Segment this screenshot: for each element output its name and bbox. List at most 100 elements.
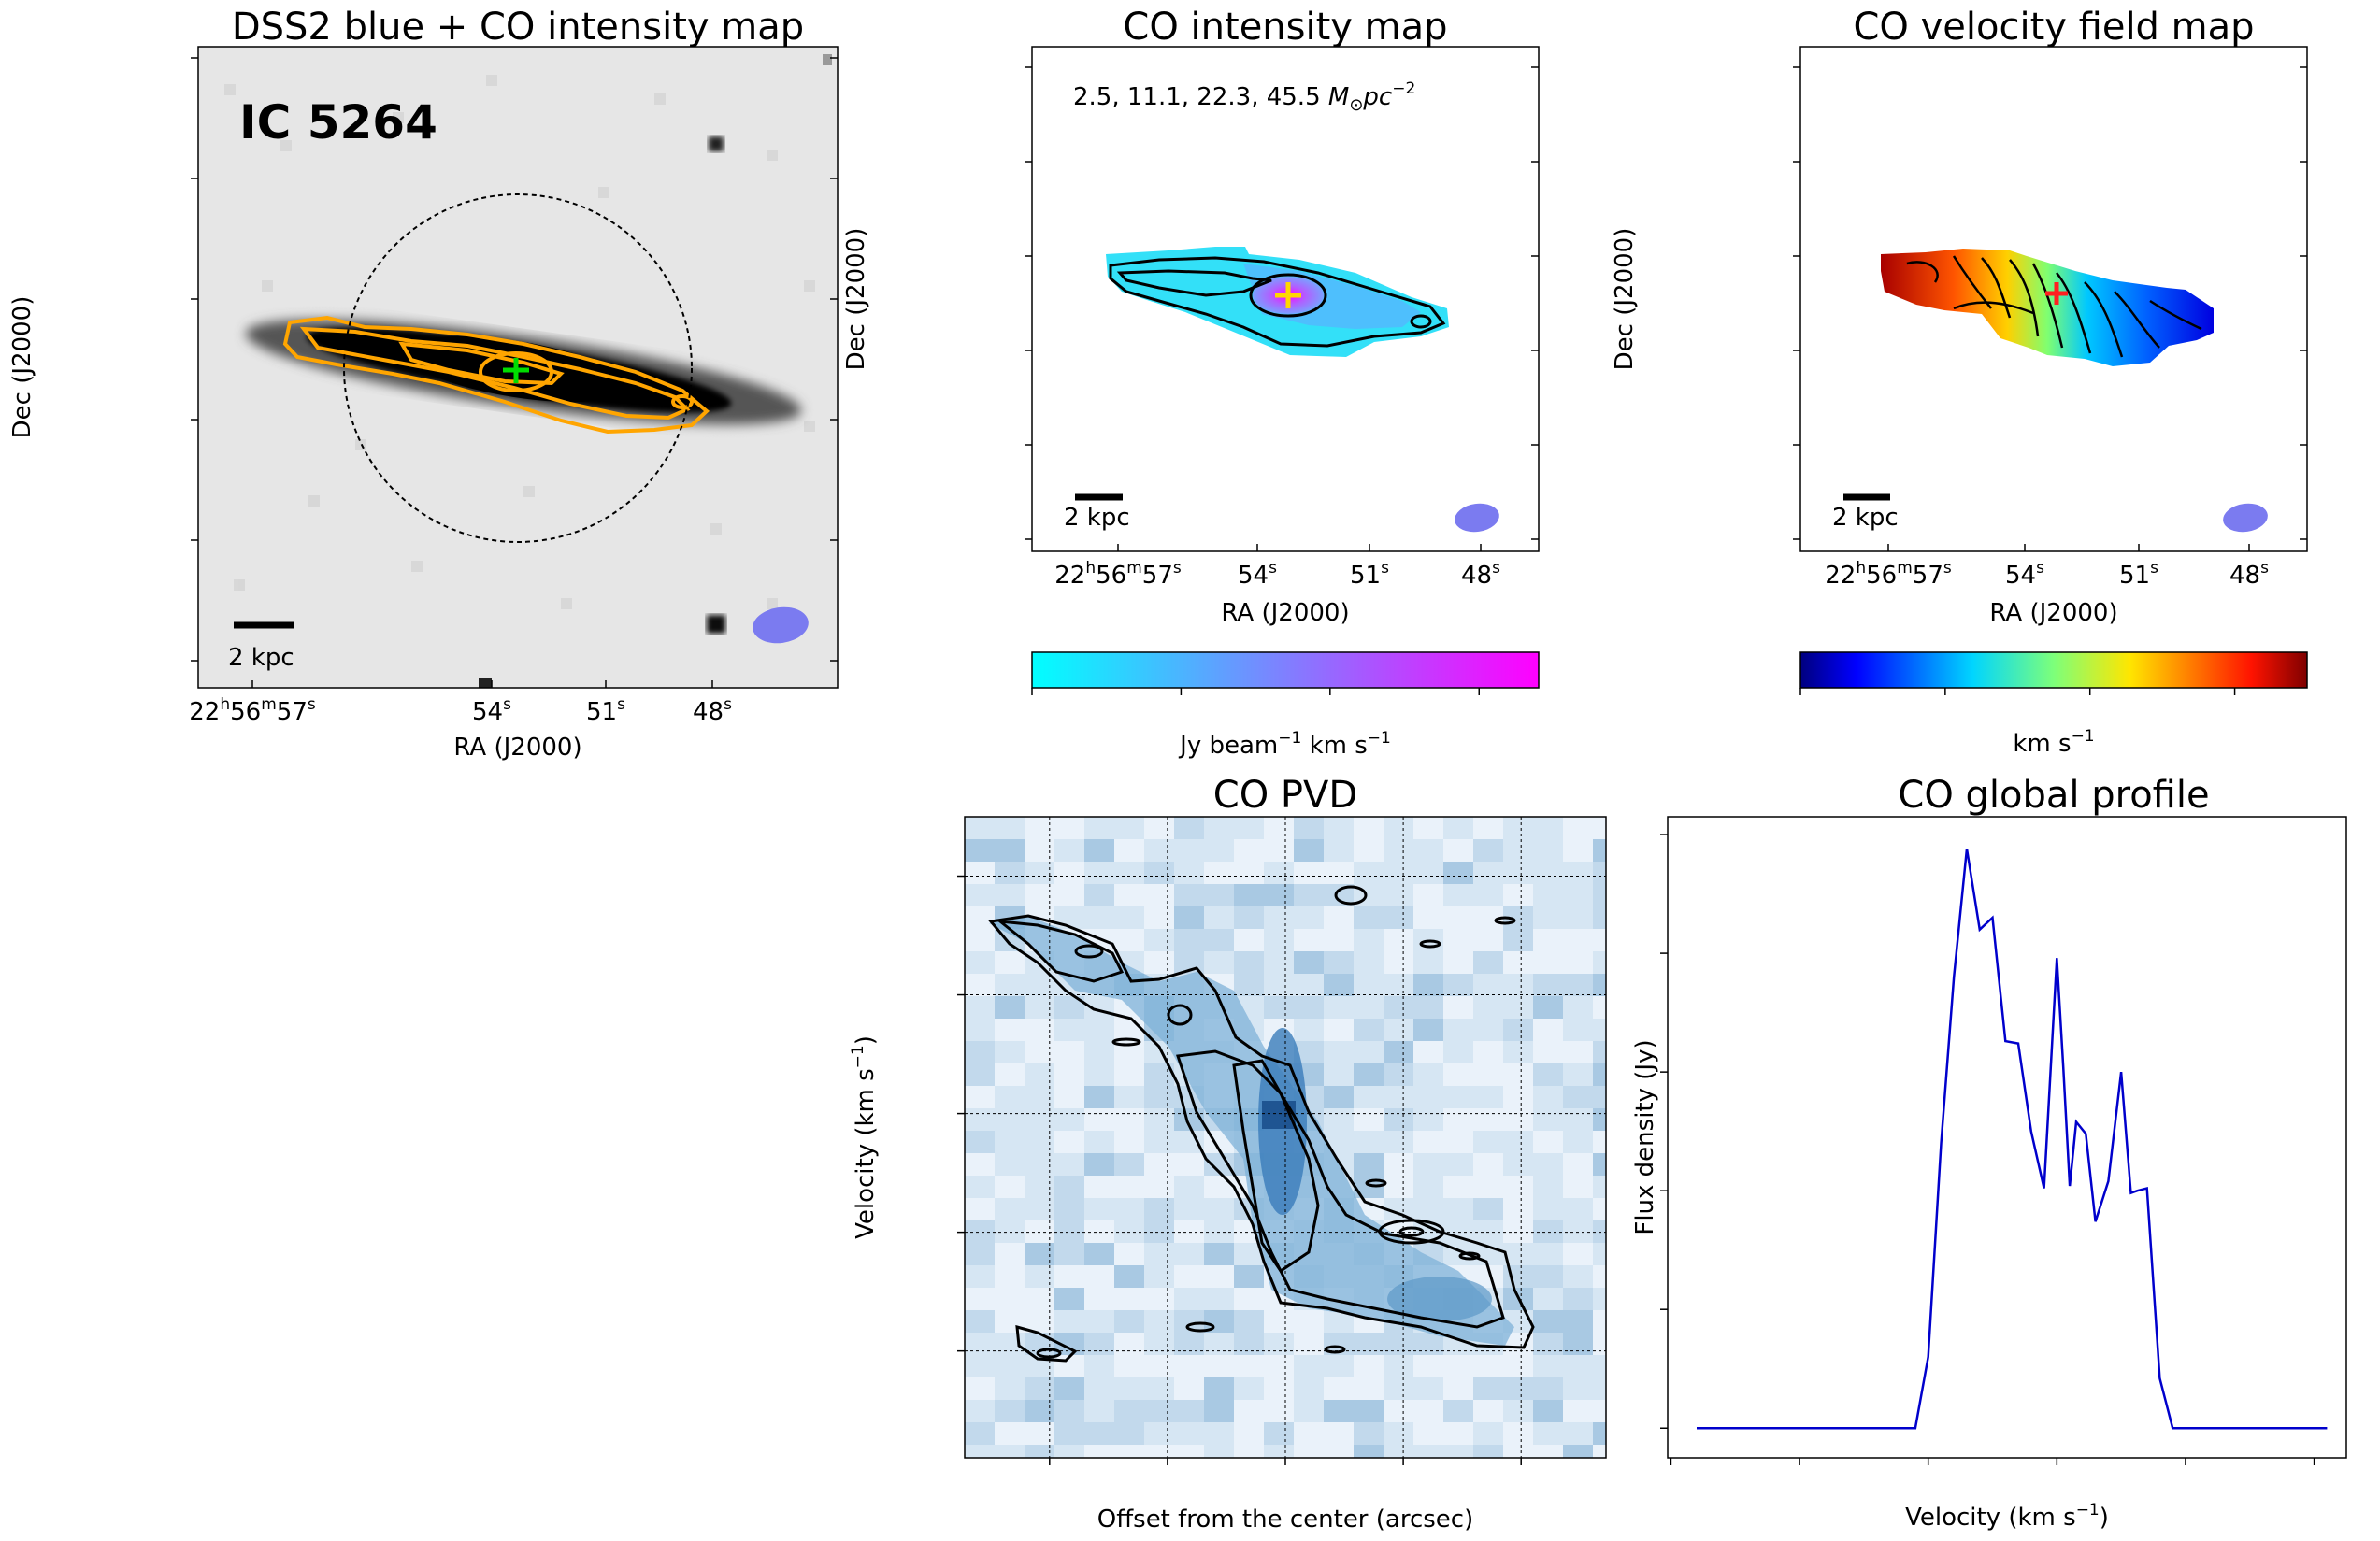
- pvd-pixel: [995, 817, 1025, 839]
- pvd-pixel: [1294, 884, 1324, 906]
- pvd-pixel: [1473, 1153, 1503, 1176]
- pvd-pixel: [1084, 1086, 1114, 1108]
- pvd-pixel: [1503, 1422, 1533, 1445]
- pvd-pixel: [1443, 929, 1473, 951]
- pvd-pixel: [1473, 1355, 1503, 1377]
- pvd-pixel: [1084, 1153, 1114, 1176]
- pvd-pixel: [1384, 1176, 1413, 1198]
- pvd-pixel: [1264, 1310, 1294, 1333]
- pvd-pixel: [1264, 974, 1294, 996]
- pvd-pixel: [1473, 1086, 1503, 1108]
- pvd-pixel: [1503, 1445, 1533, 1458]
- pvd-pixel: [1473, 1400, 1503, 1422]
- pvd-pixel: [995, 1220, 1025, 1243]
- pvd-pixel: [1294, 906, 1324, 929]
- pvd-pixel: [1114, 1108, 1144, 1131]
- pvd-pixel: [1054, 1243, 1084, 1265]
- pvd-pixel: [1443, 862, 1473, 884]
- pvd-pixel: [1084, 1131, 1114, 1153]
- pvd-pixel: [1533, 1288, 1563, 1310]
- panel5-title: CO global profile: [1898, 774, 2209, 817]
- pvd-pixel: [1144, 862, 1174, 884]
- pvd-pixel: [1533, 1063, 1563, 1086]
- pvd-pixel: [1593, 884, 1606, 906]
- pvd-pixel: [1473, 929, 1503, 951]
- panel1-beam: [753, 606, 809, 644]
- panel5-xlabel: Velocity (km s−1): [1905, 1501, 2109, 1532]
- pvd-pixel: [1054, 1131, 1084, 1153]
- pvd-pixel: [1174, 1265, 1204, 1288]
- pvd-pixel: [1443, 1063, 1473, 1086]
- pvd-pixel: [1204, 951, 1234, 974]
- panel2-x-ticks: 22h56m57s 54s 51s 48s: [1054, 544, 1500, 590]
- pvd-pixel: [1324, 1400, 1354, 1422]
- panel2-intensity-map: 2 kpc: [1064, 247, 1499, 533]
- panel2-y-ticks: [1025, 66, 1539, 540]
- panel3-center-marker: [2045, 282, 2068, 305]
- pvd-pixel: [1593, 906, 1606, 929]
- pvd-pixel: [1144, 839, 1174, 862]
- pvd-pixel: [1114, 862, 1144, 884]
- pvd-pixel: [1503, 1086, 1533, 1108]
- pvd-pixel: [1234, 1333, 1264, 1355]
- pvd-pixel: [1234, 929, 1264, 951]
- pvd-pixel: [1084, 1377, 1114, 1400]
- pvd-pixel: [1443, 906, 1473, 929]
- pvd-pixel: [1533, 1377, 1563, 1400]
- pvd-pixel: [1443, 951, 1473, 974]
- pvd-pixel: [1384, 1063, 1413, 1086]
- pvd-pixel: [1114, 1333, 1144, 1355]
- x-tick-label: 22h56m57s: [189, 695, 316, 726]
- pvd-pixel: [1354, 1131, 1384, 1153]
- pvd-pixel: [1563, 1377, 1593, 1400]
- pvd-pixel: [1084, 1108, 1114, 1131]
- pvd-pixel: [1443, 1108, 1473, 1131]
- pvd-pixel: [1054, 1019, 1084, 1041]
- pvd-pixel: [1533, 974, 1563, 996]
- pvd-pixel: [1054, 1041, 1084, 1063]
- pvd-pixel: [1204, 929, 1234, 951]
- pvd-pixel: [1084, 1400, 1114, 1422]
- pvd-pixel: [1413, 906, 1443, 929]
- pvd-pixel: [1084, 1063, 1114, 1086]
- pvd-pixel: [1234, 1265, 1264, 1288]
- pvd-pixel: [1294, 1310, 1324, 1333]
- pvd-pixel: [1264, 817, 1294, 839]
- pvd-pixel: [995, 1153, 1025, 1176]
- pvd-pixel: [1473, 951, 1503, 974]
- pvd-pixel: [1533, 1310, 1563, 1333]
- pvd-pixel: [1174, 1153, 1204, 1176]
- pvd-pixel: [1443, 1041, 1473, 1063]
- pvd-pixel: [1443, 1153, 1473, 1176]
- pvd-pixel: [1593, 1176, 1606, 1198]
- pvd-pixel: [1563, 1108, 1593, 1131]
- x-tick-label: 54s: [2005, 559, 2044, 590]
- pvd-pixel: [1563, 1445, 1593, 1458]
- pvd-pixel: [1413, 974, 1443, 996]
- pvd-pixel: [1384, 1333, 1413, 1355]
- pvd-pixel: [1473, 1063, 1503, 1086]
- pvd-pixel: [1593, 1063, 1606, 1086]
- pvd-pixel: [1563, 1019, 1593, 1041]
- pvd-pixel: [1593, 1220, 1606, 1243]
- pvd-pixel: [1593, 996, 1606, 1019]
- pvd-pixel: [1533, 1198, 1563, 1220]
- pvd-pixel: [965, 817, 995, 839]
- pvd-pixel: [1413, 1041, 1443, 1063]
- pvd-pixel: [1084, 1198, 1114, 1220]
- pvd-pixel: [1593, 1310, 1606, 1333]
- pvd-pixel: [1593, 1019, 1606, 1041]
- pvd-pixel: [1234, 884, 1264, 906]
- pvd-pixel: [1144, 817, 1174, 839]
- pvd-pixel: [1084, 839, 1114, 862]
- panel-co-intensity: CO intensity map 2 kpc 2.5, 11.1, 22.3, …: [842, 6, 1540, 760]
- pvd-pixel: [1384, 862, 1413, 884]
- pvd-pixel: [1294, 996, 1324, 1019]
- pvd-pixel: [1054, 1086, 1084, 1108]
- pvd-pixel: [1324, 951, 1354, 974]
- pvd-pixel: [1084, 1019, 1114, 1041]
- pvd-pixel: [1054, 1063, 1084, 1086]
- pvd-pixel: [1114, 1086, 1144, 1108]
- pvd-pixel: [1324, 1086, 1354, 1108]
- pvd-pixel: [1264, 884, 1294, 906]
